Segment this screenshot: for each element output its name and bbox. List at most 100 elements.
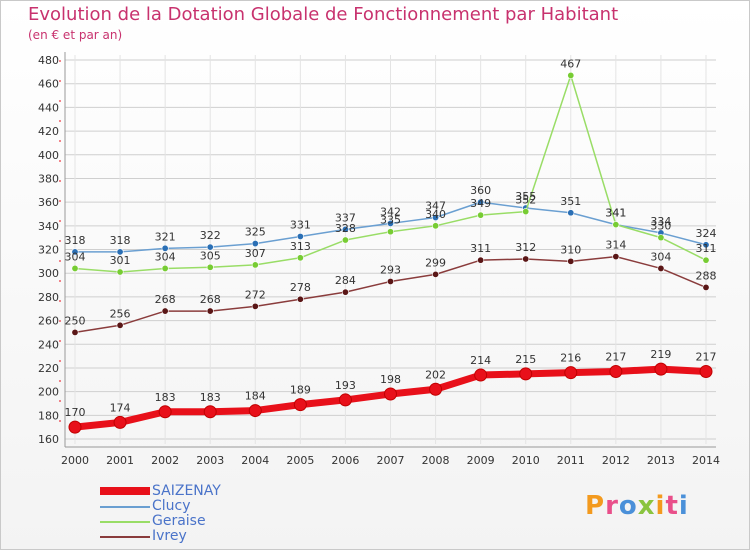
data-label-saizenay: 183 <box>200 391 221 404</box>
data-label-geraise: 301 <box>110 254 131 267</box>
data-point-ivrey <box>341 288 349 296</box>
data-point-clucy <box>161 244 169 252</box>
y-tick-label: 320 <box>38 244 59 257</box>
data-label-geraise: 328 <box>335 222 356 235</box>
data-label-ivrey: 293 <box>380 263 401 276</box>
y-tick-label: 300 <box>38 267 59 280</box>
data-label-clucy: 341 <box>605 207 626 220</box>
data-label-saizenay: 189 <box>290 384 311 397</box>
x-tick-label: 2000 <box>61 454 89 467</box>
data-label-clucy: 351 <box>560 195 581 208</box>
data-label-geraise: 311 <box>696 242 717 255</box>
data-label-ivrey: 288 <box>696 269 717 282</box>
data-point-clucy <box>702 241 710 249</box>
data-label-ivrey: 268 <box>200 293 221 306</box>
data-point-clucy <box>296 232 304 240</box>
data-label-geraise: 307 <box>245 247 266 260</box>
data-label-geraise: 330 <box>650 220 671 233</box>
y-tick-label: 440 <box>38 101 59 114</box>
data-point-clucy <box>206 243 214 251</box>
series-lines <box>68 71 713 434</box>
y-tick-label: 380 <box>38 172 59 185</box>
data-point-clucy <box>71 248 79 256</box>
data-label-saizenay: 215 <box>515 353 536 366</box>
data-label-geraise: 467 <box>560 57 581 70</box>
data-label-saizenay: 170 <box>65 406 86 419</box>
data-label-clucy: 334 <box>650 215 671 228</box>
y-tick-label: 240 <box>38 338 59 351</box>
data-label-saizenay: 217 <box>605 350 626 363</box>
data-point-geraise <box>296 254 304 262</box>
y-tick-label: 460 <box>38 78 59 91</box>
data-label-clucy: 318 <box>65 234 86 247</box>
y-tick-label: 480 <box>38 54 59 67</box>
data-point-saizenay <box>519 367 533 381</box>
logo-letter: i <box>678 491 689 521</box>
data-point-ivrey <box>477 256 485 264</box>
y-tick-label: 180 <box>38 409 59 422</box>
data-label-geraise: 349 <box>470 197 491 210</box>
data-point-saizenay <box>293 398 307 412</box>
data-point-geraise <box>567 71 575 79</box>
chart-subtitle: (en € et par an) <box>28 28 123 42</box>
data-label-ivrey: 272 <box>245 288 266 301</box>
data-label-ivrey: 278 <box>290 281 311 294</box>
data-point-geraise <box>161 264 169 272</box>
data-point-ivrey <box>522 255 530 263</box>
data-point-geraise <box>71 264 79 272</box>
grid-lines <box>65 55 716 444</box>
data-label-geraise: 304 <box>65 250 86 263</box>
logo-letter: t <box>665 491 679 521</box>
data-point-geraise <box>612 221 620 229</box>
data-point-ivrey <box>612 253 620 261</box>
x-tick-label: 2003 <box>196 454 224 467</box>
data-point-ivrey <box>296 295 304 303</box>
data-label-saizenay: 198 <box>380 373 401 386</box>
logo-letter: i <box>655 491 666 521</box>
data-point-ivrey <box>657 264 665 272</box>
chart-title: Evolution de la Dotation Globale de Fonc… <box>28 4 619 25</box>
x-tick-label: 2014 <box>692 454 720 467</box>
data-point-saizenay <box>429 382 443 396</box>
y-tick-label: 340 <box>38 220 59 233</box>
data-label-clucy: 342 <box>380 205 401 218</box>
data-label-clucy: 347 <box>425 200 446 213</box>
x-tick-label: 2013 <box>647 454 675 467</box>
data-point-geraise <box>657 234 665 242</box>
data-label-ivrey: 314 <box>605 239 626 252</box>
data-point-saizenay <box>338 393 352 407</box>
data-label-saizenay: 183 <box>155 391 176 404</box>
logo-letter: x <box>637 491 656 521</box>
data-label-ivrey: 304 <box>650 250 671 263</box>
data-label-ivrey: 256 <box>110 307 131 320</box>
data-label-clucy: 322 <box>200 229 221 242</box>
data-point-saizenay <box>113 415 127 429</box>
legend-swatch-ivrey <box>100 536 150 538</box>
y-tick-label: 200 <box>38 386 59 399</box>
data-point-ivrey <box>386 277 394 285</box>
x-tick-label: 2009 <box>467 454 495 467</box>
data-point-geraise <box>116 268 124 276</box>
data-label-geraise: 340 <box>425 208 446 221</box>
data-label-geraise: 335 <box>380 214 401 227</box>
data-point-saizenay <box>384 387 397 401</box>
data-label-ivrey: 284 <box>335 274 356 287</box>
data-point-ivrey <box>206 307 214 315</box>
data-label-clucy: 321 <box>155 230 176 243</box>
logo-letter: r <box>605 491 619 521</box>
data-label-ivrey: 299 <box>425 256 446 269</box>
data-point-geraise <box>702 256 710 264</box>
data-point-clucy <box>567 209 575 217</box>
data-point-ivrey <box>71 328 79 336</box>
data-labels: 170 174 183 183 184 189 193 198 202 214 215 216 217 2… <box>65 57 717 419</box>
data-point-ivrey <box>432 270 440 278</box>
data-point-ivrey <box>161 307 169 315</box>
data-point-geraise <box>341 236 349 244</box>
data-label-ivrey: 310 <box>560 243 581 256</box>
data-label-clucy: 337 <box>335 211 356 224</box>
data-point-clucy <box>341 225 349 233</box>
y-tick-label: 220 <box>38 362 59 375</box>
y-tick-label: 280 <box>38 291 59 304</box>
